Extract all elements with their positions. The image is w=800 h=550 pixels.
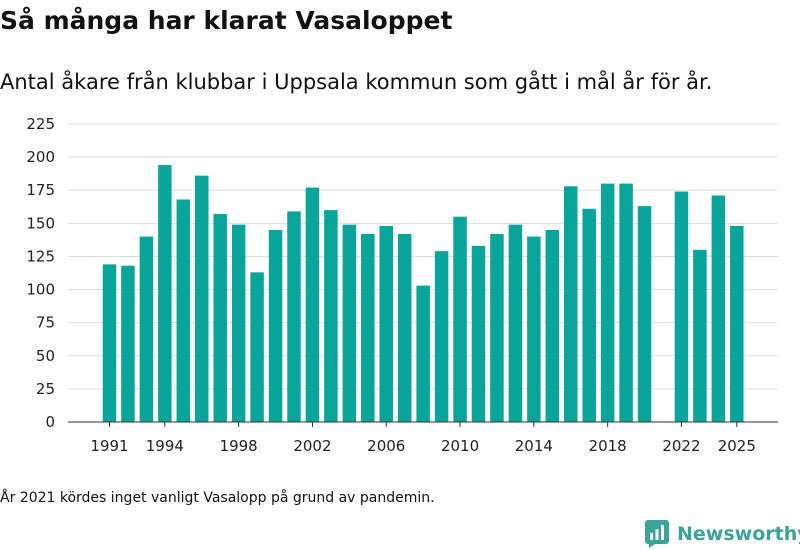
x-tick-label: 2018 bbox=[589, 437, 627, 455]
newsworthy-logo[interactable]: Newsworthy bbox=[645, 520, 800, 548]
x-tick-label: 1991 bbox=[90, 437, 128, 455]
newsworthy-logo-text: Newsworthy bbox=[677, 523, 800, 545]
bar-1993 bbox=[139, 236, 154, 422]
y-tick-label: 100 bbox=[26, 281, 55, 299]
y-tick-label: 0 bbox=[45, 413, 55, 431]
bar-1998 bbox=[231, 224, 246, 422]
y-tick-label: 50 bbox=[36, 347, 55, 365]
bar-2006 bbox=[379, 225, 393, 422]
bar-2012 bbox=[490, 233, 504, 422]
bar-1997 bbox=[213, 214, 227, 422]
bar-1994 bbox=[158, 165, 172, 422]
bar-2010 bbox=[453, 216, 467, 422]
x-tick-label: 1994 bbox=[146, 437, 184, 455]
chart-subtitle: Antal åkare från klubbar i Uppsala kommu… bbox=[0, 70, 713, 94]
footnote: År 2021 kördes inget vanligt Vasalopp på… bbox=[0, 490, 435, 506]
bar-2018 bbox=[600, 183, 615, 422]
y-tick-label: 200 bbox=[26, 148, 55, 166]
y-tick-label: 225 bbox=[26, 115, 55, 133]
bar-2011 bbox=[471, 245, 486, 422]
y-axis-tick-labels: 0 25 50 75 100 125 150 175 200 225 bbox=[26, 115, 55, 431]
x-axis-ticks: 1991 1994 1998 2002 2006 2010 2014 2018 2022 2025 bbox=[90, 422, 756, 455]
bar-2005 bbox=[361, 233, 375, 422]
bar-2013 bbox=[508, 224, 523, 422]
bar-1996 bbox=[195, 175, 209, 422]
bar-2004 bbox=[342, 224, 357, 422]
bar-2014 bbox=[527, 236, 541, 422]
bar-2015 bbox=[545, 229, 560, 422]
bar-1992 bbox=[121, 265, 135, 422]
bar-2017 bbox=[582, 208, 596, 422]
bar-2001 bbox=[287, 211, 301, 422]
bar-2000 bbox=[268, 229, 283, 422]
bars bbox=[102, 165, 744, 422]
y-tick-label: 175 bbox=[26, 181, 55, 199]
y-tick-label: 150 bbox=[26, 214, 55, 232]
bar-1995 bbox=[176, 199, 191, 422]
bar-2020 bbox=[637, 206, 652, 422]
bar-2024 bbox=[711, 195, 726, 422]
bar-1999 bbox=[250, 272, 264, 422]
bar-2016 bbox=[564, 186, 578, 422]
bar-2023 bbox=[693, 249, 707, 422]
y-tick-label: 75 bbox=[36, 314, 55, 332]
x-tick-label: 2002 bbox=[293, 437, 331, 455]
x-tick-label: 2022 bbox=[662, 437, 700, 455]
x-tick-label: 2025 bbox=[718, 437, 756, 455]
bar-2019 bbox=[619, 183, 633, 422]
bar-2022 bbox=[674, 191, 689, 422]
y-tick-label: 125 bbox=[26, 247, 55, 265]
x-tick-label: 2014 bbox=[515, 437, 553, 455]
bar-2003 bbox=[324, 210, 338, 422]
bar-2007 bbox=[397, 233, 412, 422]
bar-2008 bbox=[416, 285, 430, 422]
x-tick-label: 1998 bbox=[220, 437, 258, 455]
bar-chart: 0 25 50 75 100 125 150 175 200 225 1991 1994 1998 20… bbox=[26, 115, 778, 455]
y-tick-label: 25 bbox=[36, 380, 55, 398]
newsworthy-logo-icon bbox=[645, 520, 669, 548]
x-tick-label: 2010 bbox=[441, 437, 479, 455]
chart-title: Så många har klarat Vasaloppet bbox=[0, 6, 453, 35]
bar-1991 bbox=[102, 264, 117, 422]
bar-2002 bbox=[305, 187, 320, 422]
bar-2009 bbox=[434, 251, 449, 422]
bar-2025 bbox=[730, 225, 744, 422]
x-tick-label: 2006 bbox=[367, 437, 405, 455]
